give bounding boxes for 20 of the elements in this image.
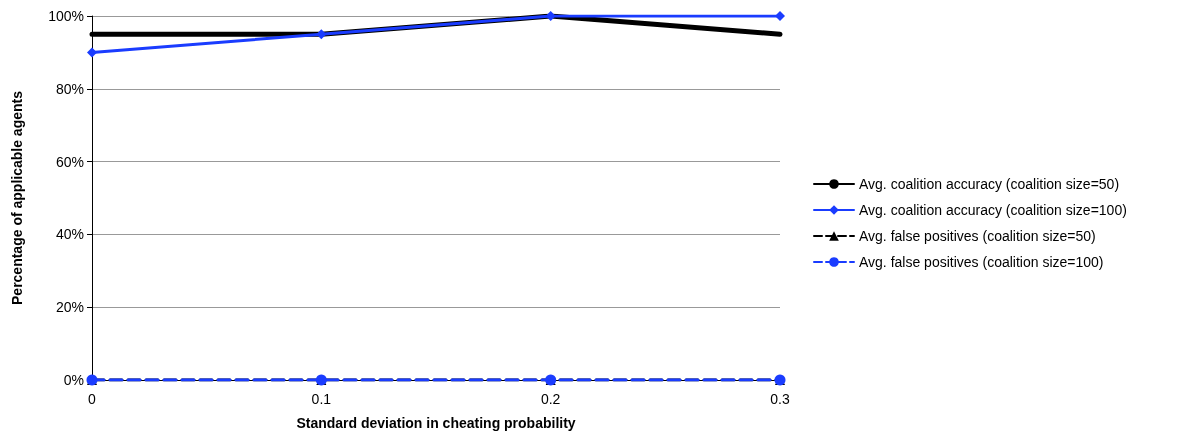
x-tick-label: 0 <box>88 391 97 407</box>
y-tick-label: 40% <box>55 226 84 243</box>
point <box>545 11 556 21</box>
y-tick-label: 20% <box>55 299 84 316</box>
y-axis-title: Percentage of applicable agents <box>9 90 25 305</box>
point <box>316 29 327 40</box>
legend-label: Avg. coalition accuracy (coalition size=50) <box>859 176 1120 192</box>
x-tick-label: 0.3 <box>770 391 790 407</box>
y-tick-label: 0% <box>63 372 84 388</box>
y-tick-label: 80% <box>55 80 84 97</box>
legend-label: Avg. coalition accuracy (coalition size=100) <box>859 202 1127 218</box>
point <box>775 11 785 21</box>
legend-label: Avg. false positives (coalition size=50) <box>859 228 1096 244</box>
y-tick-label: 100% <box>48 8 84 24</box>
legend-label: Avg. false positives (coalition size=100) <box>859 254 1104 270</box>
x-tick-label: 0.2 <box>540 391 561 407</box>
x-tick-label: 0.1 <box>311 391 332 407</box>
y-tick-label: 60% <box>55 153 84 170</box>
point <box>87 47 97 58</box>
x-axis-title: Standard deviation in cheating probability <box>296 415 576 431</box>
